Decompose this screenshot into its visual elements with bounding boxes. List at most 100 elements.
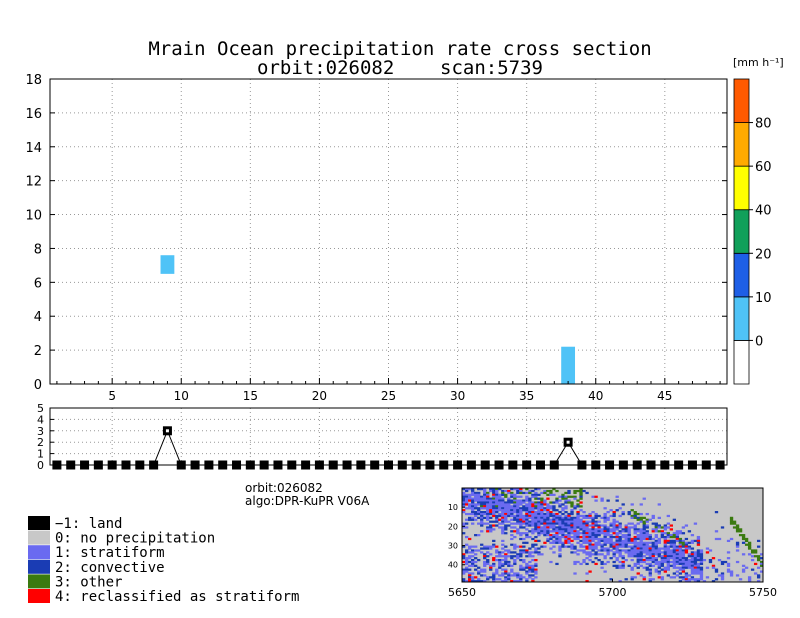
map-pixel [543, 503, 547, 506]
map-pixel [636, 553, 640, 556]
map-pixel [693, 553, 698, 556]
map-pixel [471, 572, 475, 575]
map-pixel [492, 539, 496, 543]
map-pixel [483, 497, 487, 500]
map-pixel [489, 530, 493, 533]
map-pixel [669, 545, 673, 548]
map-pixel [672, 518, 677, 521]
map-pixel [471, 580, 475, 583]
map-pixel [579, 514, 583, 518]
map-pixel [513, 551, 517, 554]
map-pixel [612, 514, 616, 518]
map-pixel [687, 574, 692, 577]
map-pixel [585, 534, 589, 537]
map-pixel [480, 514, 484, 518]
map-pixel [615, 564, 619, 567]
map-pixel [648, 537, 652, 541]
map-pixel [576, 535, 580, 539]
x-tick-label: 25 [381, 389, 396, 403]
x-tick-label: 30 [450, 389, 465, 403]
map-pixel [579, 545, 583, 548]
map-pixel [501, 512, 505, 516]
map-pixel [471, 578, 475, 581]
map-pixel [504, 555, 508, 558]
map-pixel [471, 576, 475, 579]
map-pixel [513, 580, 517, 583]
map-pixel [735, 543, 740, 546]
map-pixel [531, 580, 535, 583]
map-pixel [648, 545, 652, 548]
map-pixel [582, 530, 586, 533]
map-pixel [549, 512, 553, 516]
map-pixel [471, 545, 475, 548]
map-pixel [504, 503, 508, 506]
map-pixel [675, 551, 680, 554]
map-pixel [489, 528, 493, 531]
map-pixel [480, 511, 484, 514]
map-pixel [609, 514, 613, 518]
map-pixel [687, 555, 692, 558]
map-pixel [684, 524, 689, 527]
map-pixel [486, 507, 490, 510]
map-pixel [585, 528, 589, 531]
map-pixel [486, 511, 490, 514]
map-pixel [498, 553, 502, 556]
map-pixel [693, 522, 698, 525]
map-pixel [582, 520, 586, 523]
map-pixel [630, 545, 634, 548]
map-pixel [471, 507, 475, 510]
map-pixel [555, 562, 559, 566]
map-pixel [552, 520, 556, 523]
map-pixel [564, 528, 568, 531]
map-pixel [507, 560, 511, 564]
map-pixel [531, 545, 535, 548]
map-pixel [636, 555, 640, 558]
map-pixel [645, 537, 649, 541]
map-pixel [480, 522, 484, 525]
map-pixel [678, 543, 683, 546]
map-pixel [654, 541, 658, 544]
map-pixel [534, 568, 538, 571]
map-pixel [513, 518, 517, 521]
map-pixel [717, 574, 722, 577]
map-pixel [621, 528, 625, 531]
map-pixel [552, 514, 556, 518]
map-pixel [609, 549, 613, 552]
map-pixel [627, 555, 631, 558]
map-pixel [696, 572, 701, 575]
map-pixel [495, 499, 499, 502]
map-pixel [672, 564, 677, 567]
map-pixel [579, 520, 583, 523]
map-pixel [672, 560, 677, 564]
map-pixel [588, 570, 592, 573]
map-pixel [501, 526, 505, 529]
map-pixel [477, 566, 481, 569]
map-pixel [612, 551, 616, 554]
map-pixel [567, 512, 571, 516]
map-pixel [498, 564, 502, 567]
map-pixel [519, 534, 523, 537]
map-pixel [504, 580, 508, 583]
map-pixel [519, 526, 523, 529]
map-pixel [624, 535, 628, 539]
map-pixel [498, 501, 502, 504]
map-pixel [615, 539, 619, 543]
map-pixel [633, 512, 637, 516]
map-pixel [720, 576, 725, 579]
map-pixel [492, 509, 496, 512]
map-pixel [492, 488, 496, 491]
map-pixel [612, 560, 616, 564]
map-pixel [663, 568, 667, 571]
map-pixel [696, 580, 701, 583]
map-pixel [573, 530, 577, 533]
map-pixel [663, 566, 667, 569]
map-pixel [552, 501, 556, 504]
map-pixel [594, 495, 598, 498]
y-tick-label: 4 [37, 413, 44, 426]
map-pixel [528, 489, 532, 493]
map-pixel [561, 518, 565, 521]
map-pixel [507, 520, 511, 523]
map-pixel [663, 545, 667, 548]
map-pixel [621, 530, 625, 533]
map-pixel [588, 547, 592, 550]
